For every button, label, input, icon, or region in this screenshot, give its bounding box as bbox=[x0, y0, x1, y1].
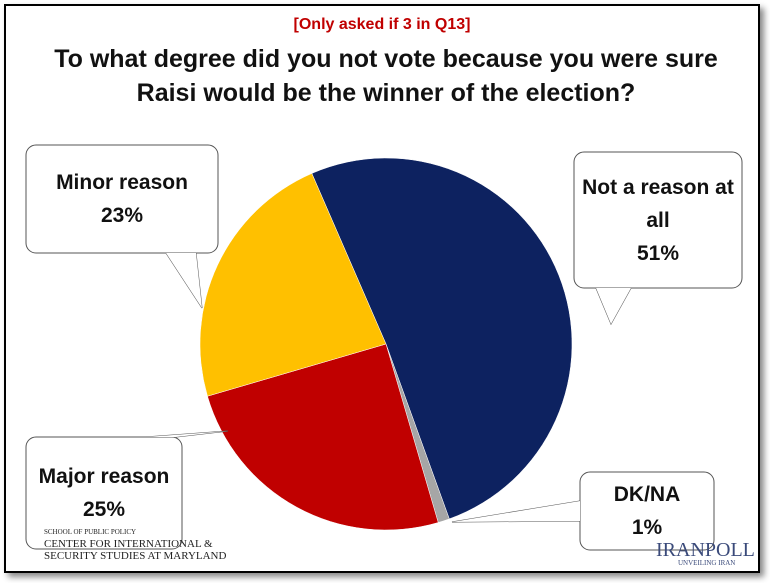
pie-slice bbox=[207, 343, 439, 531]
chart bbox=[25, 144, 743, 551]
callout-box bbox=[25, 436, 183, 550]
callout-pointer bbox=[452, 501, 580, 522]
logo-line: SECURITY STUDIES AT MARYLAND bbox=[44, 550, 227, 562]
value-label: 25% bbox=[82, 498, 126, 521]
callout-label: Minor reason 23% bbox=[34, 166, 210, 232]
callout-pointer bbox=[146, 431, 228, 437]
pie-slice bbox=[311, 157, 573, 520]
callout-label: Major reason 25% bbox=[34, 460, 174, 526]
pie-slice bbox=[199, 173, 387, 397]
value-label: 23% bbox=[100, 204, 144, 227]
callout-label: Not a reason at all 51% bbox=[582, 171, 734, 270]
logo: IRANPOLL bbox=[656, 539, 755, 561]
callout-pointer bbox=[166, 253, 202, 308]
callout-label: DK/NA 1% bbox=[588, 478, 706, 544]
callout-pointer bbox=[596, 288, 631, 324]
category-label: Major reason bbox=[38, 465, 170, 488]
callout-box bbox=[25, 144, 219, 254]
logo-tag: UNVEILING IRAN bbox=[678, 559, 736, 567]
logo-small: SCHOOL OF PUBLIC POLICY bbox=[44, 528, 137, 536]
chart-title: To what degree did you not vote because … bbox=[54, 45, 718, 107]
category-label: Not a reason at all bbox=[582, 175, 734, 232]
value-label: 1% bbox=[631, 516, 663, 539]
category-label: DK/NA bbox=[613, 483, 681, 506]
value-label: 51% bbox=[636, 241, 680, 265]
subtitle: [Only asked if 3 in Q13] bbox=[293, 16, 471, 33]
category-label: Minor reason bbox=[56, 171, 188, 194]
logo-line: CENTER FOR INTERNATIONAL & bbox=[44, 538, 213, 550]
slide: [Only asked if 3 in Q13] To what degree … bbox=[4, 4, 760, 573]
callout-box bbox=[573, 151, 743, 289]
